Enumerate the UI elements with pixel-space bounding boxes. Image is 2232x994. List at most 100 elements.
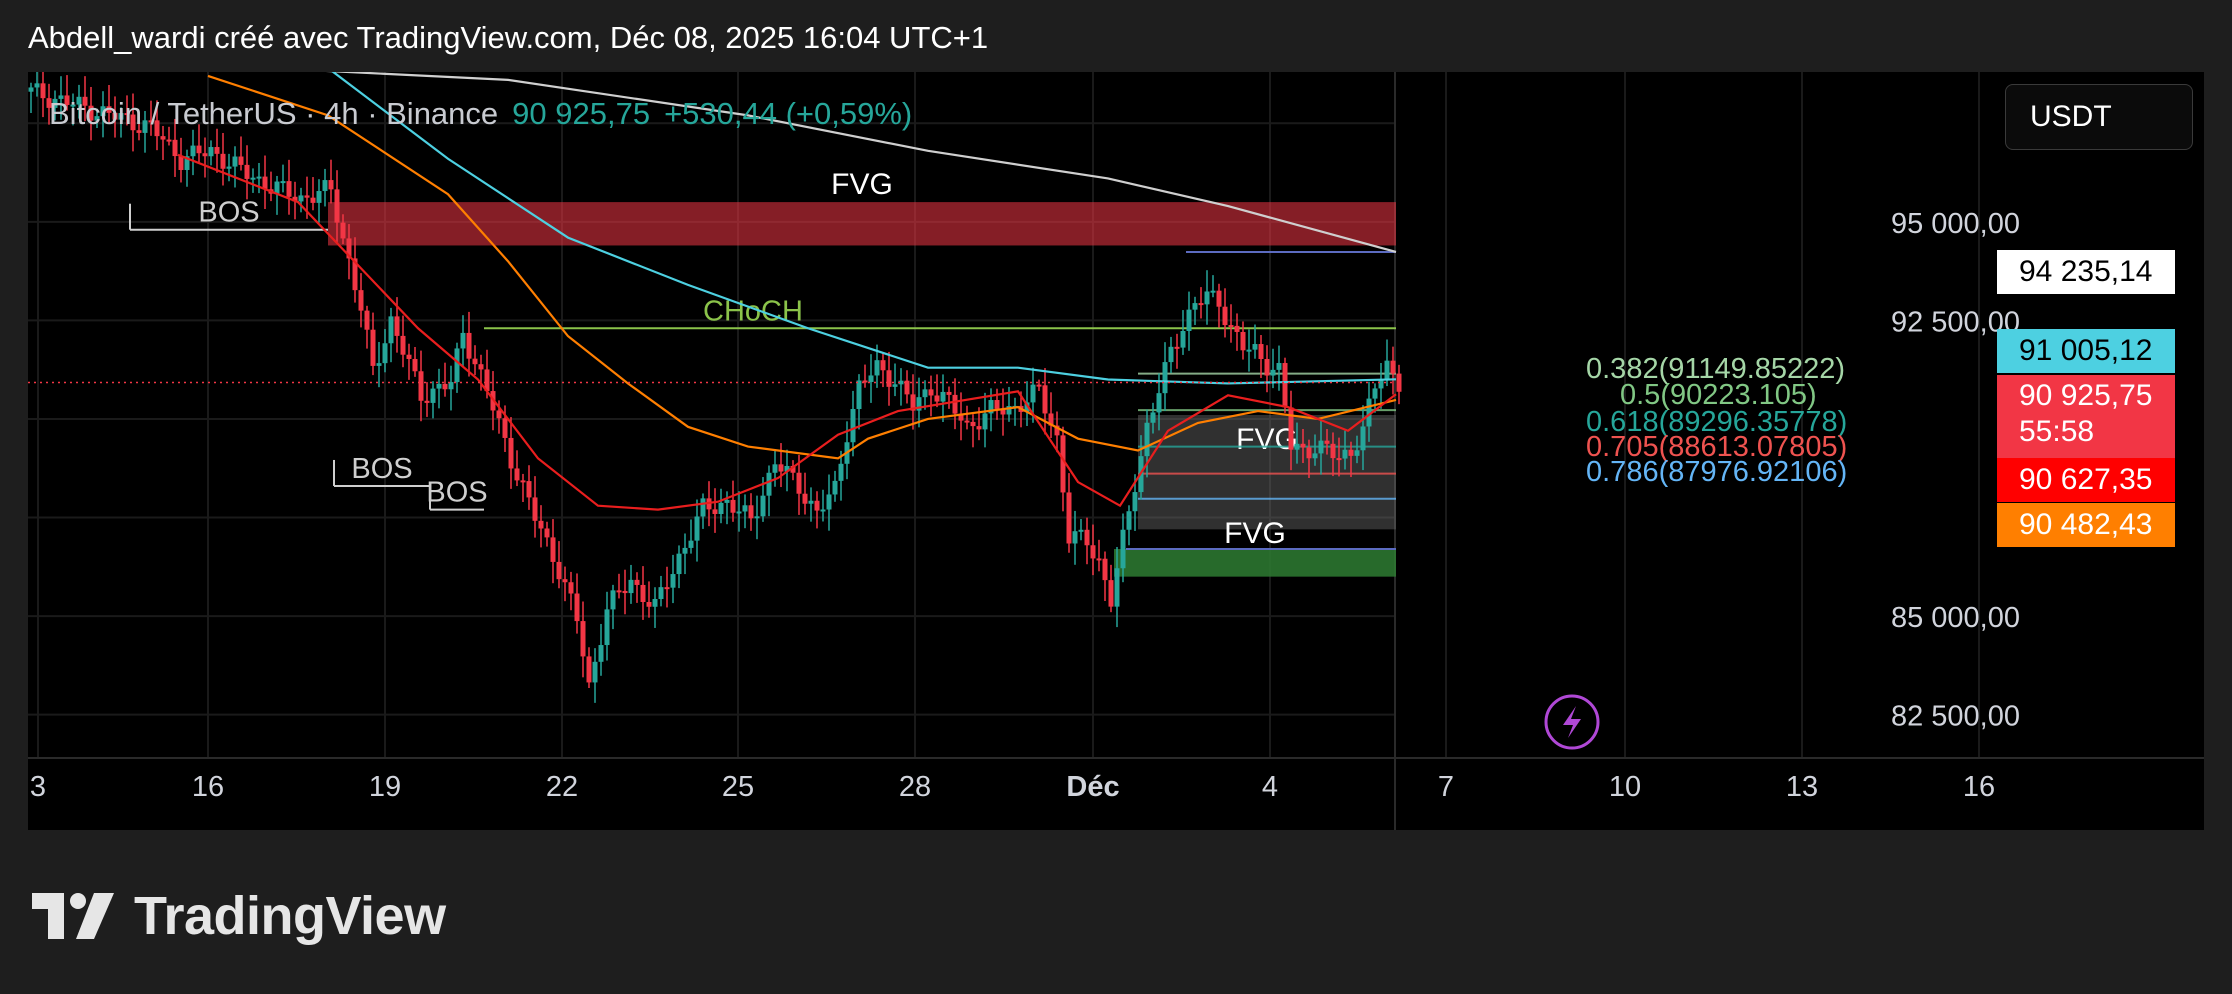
candle-body <box>1120 529 1126 569</box>
time-axis-label: 7 <box>1438 771 1454 803</box>
candle-body <box>34 83 40 88</box>
candle-body <box>1006 406 1012 415</box>
time-axis-label: 4 <box>1262 771 1278 803</box>
candle-body <box>1384 360 1390 381</box>
candle-body <box>304 195 310 198</box>
candle-body <box>238 156 244 165</box>
candle-body <box>988 400 994 414</box>
candle-body <box>1048 413 1054 426</box>
candle-body <box>814 500 820 511</box>
candle-body <box>394 316 400 336</box>
candle-body <box>274 181 280 194</box>
candle-body <box>754 516 760 519</box>
candle-body <box>634 579 640 585</box>
lightning-bolt-icon <box>1563 706 1581 738</box>
candle-body <box>1000 408 1006 415</box>
candle-body <box>1222 306 1228 326</box>
candle-body <box>280 181 286 184</box>
fib-label: 0.382(91149.85222) <box>1586 353 1845 385</box>
candle-body <box>994 400 1000 409</box>
time-axis-label: Déc <box>1066 771 1119 803</box>
candle-body <box>982 413 988 430</box>
candle-body <box>256 176 262 179</box>
candle-body <box>730 499 736 513</box>
candle-body <box>1258 344 1264 360</box>
candle-body <box>1024 402 1030 412</box>
fvg-label: FVG <box>1236 423 1298 456</box>
candle-body <box>1210 290 1216 293</box>
candle-body <box>346 238 352 259</box>
candle-body <box>1114 568 1120 607</box>
candle-body <box>64 95 70 105</box>
candle-body <box>286 181 292 197</box>
candle-body <box>514 468 520 481</box>
time-axis-label: 19 <box>369 771 401 803</box>
candle-body <box>604 609 610 646</box>
candle-body <box>562 579 568 583</box>
candle-body <box>1054 425 1060 436</box>
candlestick-chart[interactable]: FVG CHoCH BOS BOS BOS FVG FVG 0.382(91149.85222… <box>28 72 2204 830</box>
fib-label: 0.705(88613.07805) <box>1586 431 1847 463</box>
candle-body <box>736 511 742 514</box>
candle-body <box>58 95 64 99</box>
candle-body <box>1282 363 1288 408</box>
candle-body <box>1108 580 1114 607</box>
candle-body <box>412 358 418 372</box>
candle-body <box>964 420 970 423</box>
candle-body <box>1162 362 1168 394</box>
candle-body <box>1288 407 1294 450</box>
candle-body <box>1192 303 1198 310</box>
chart-panel[interactable]: FVG CHoCH BOS BOS BOS FVG FVG 0.382(91149.85222… <box>28 72 2204 830</box>
candle-body <box>676 553 682 575</box>
candle-body <box>82 96 88 106</box>
lightning-icon <box>1544 694 1600 750</box>
candle-body <box>670 574 676 588</box>
candle-body <box>724 499 730 503</box>
candle-body <box>934 395 940 402</box>
candle-body <box>868 375 874 382</box>
candle-body <box>1300 443 1306 448</box>
tradingview-logo-icon <box>32 893 114 939</box>
candle-body <box>772 464 778 473</box>
candle-body <box>454 348 460 383</box>
candle-body <box>466 332 472 359</box>
candle-body <box>160 136 166 140</box>
candle-body <box>76 96 82 105</box>
candle-body <box>742 505 748 512</box>
bos-label: BOS <box>426 477 487 509</box>
candle-body <box>892 384 898 387</box>
moving-average-line <box>331 72 1397 385</box>
candle-body <box>1036 384 1042 387</box>
candle-body <box>586 656 592 683</box>
candle-body <box>532 497 538 521</box>
candle-body <box>556 561 562 580</box>
time-axis-label: 13 <box>1786 771 1818 803</box>
candle-body <box>916 397 922 411</box>
candle-body <box>232 156 238 167</box>
candle-body <box>1066 492 1072 544</box>
candle-body <box>1072 531 1078 544</box>
price-label-ma-cyan: 91 005,12 <box>1997 329 2175 373</box>
moving-average-line <box>177 153 1397 511</box>
candle-body <box>502 418 508 438</box>
candle-body <box>778 464 784 472</box>
currency-button[interactable]: USDT <box>2005 84 2193 150</box>
candle-body <box>472 358 478 365</box>
candle-body <box>418 371 424 401</box>
candle-body <box>106 106 112 113</box>
candle-body <box>484 369 490 392</box>
candle-body <box>28 87 34 92</box>
tradingview-brand: TradingView <box>32 885 446 947</box>
candle-body <box>94 116 100 121</box>
candle-body <box>856 380 862 410</box>
candle-body <box>1366 398 1372 427</box>
candle-body <box>1102 558 1108 581</box>
candle-body <box>1228 325 1234 328</box>
brand-wordmark: TradingView <box>134 886 446 946</box>
candle-body <box>214 147 220 154</box>
fvg-zone <box>328 202 1396 246</box>
candle-body <box>1150 412 1156 423</box>
candle-body <box>1240 331 1246 351</box>
candle-body <box>364 310 370 330</box>
candle-body <box>622 590 628 594</box>
